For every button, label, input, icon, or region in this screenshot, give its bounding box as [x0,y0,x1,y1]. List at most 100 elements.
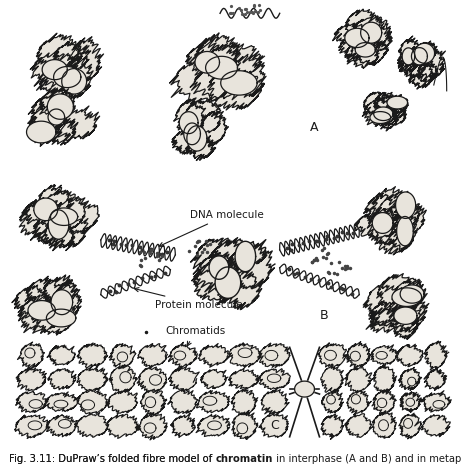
Polygon shape [44,115,78,145]
Polygon shape [192,258,241,305]
Polygon shape [232,412,258,439]
Polygon shape [30,53,79,87]
Polygon shape [355,212,403,240]
Polygon shape [77,343,108,368]
Polygon shape [375,106,399,131]
Polygon shape [366,307,419,333]
Polygon shape [231,388,258,415]
Polygon shape [18,295,65,333]
Polygon shape [238,348,252,357]
Polygon shape [33,214,67,243]
Polygon shape [355,26,392,55]
Polygon shape [399,52,427,77]
Polygon shape [372,212,393,234]
Text: Protein molecule: Protein molecule [135,287,243,310]
Polygon shape [347,390,371,415]
Polygon shape [174,98,206,136]
Polygon shape [417,61,438,83]
Polygon shape [237,423,248,434]
Polygon shape [339,34,371,59]
Polygon shape [433,401,445,408]
Polygon shape [318,343,348,368]
Polygon shape [53,42,91,74]
Polygon shape [184,123,201,144]
Polygon shape [29,400,42,408]
Polygon shape [350,351,361,361]
Polygon shape [372,389,396,415]
Polygon shape [48,210,69,239]
Polygon shape [259,412,289,438]
Polygon shape [107,391,137,414]
Polygon shape [28,301,55,320]
Polygon shape [206,56,237,79]
Polygon shape [186,37,240,76]
Polygon shape [351,394,361,404]
Polygon shape [400,285,424,303]
Polygon shape [137,412,167,440]
Polygon shape [21,198,66,226]
Polygon shape [59,56,93,99]
Polygon shape [325,350,337,360]
Polygon shape [117,352,128,362]
Polygon shape [210,239,267,270]
Polygon shape [196,391,230,413]
Polygon shape [109,365,137,393]
Polygon shape [346,342,371,368]
Polygon shape [373,364,396,393]
Polygon shape [295,381,314,397]
Polygon shape [144,423,156,433]
Polygon shape [402,48,415,65]
Polygon shape [267,374,281,382]
Text: DNA molecule: DNA molecule [159,210,264,246]
Polygon shape [378,420,388,431]
Polygon shape [399,413,421,439]
Polygon shape [16,368,46,391]
Polygon shape [67,37,104,81]
Polygon shape [43,275,78,310]
Polygon shape [375,217,415,255]
Polygon shape [46,415,77,437]
Polygon shape [215,267,241,298]
Polygon shape [170,59,235,106]
Polygon shape [77,390,108,415]
Polygon shape [15,415,48,439]
Polygon shape [361,22,382,43]
Polygon shape [327,395,335,404]
Polygon shape [149,375,161,385]
Polygon shape [138,344,167,368]
Polygon shape [199,111,228,144]
Polygon shape [406,398,414,406]
Polygon shape [377,273,425,315]
Polygon shape [424,341,449,370]
Polygon shape [209,256,229,280]
Polygon shape [32,298,76,335]
Polygon shape [400,392,421,412]
Polygon shape [34,198,58,221]
Polygon shape [417,49,445,81]
Polygon shape [345,40,380,68]
Polygon shape [171,414,195,437]
Polygon shape [221,71,257,95]
Polygon shape [203,396,217,405]
Polygon shape [193,252,241,295]
Polygon shape [51,290,73,315]
Polygon shape [47,309,76,327]
Polygon shape [219,269,263,310]
Polygon shape [59,420,71,428]
Polygon shape [201,370,228,389]
Polygon shape [259,343,290,368]
Polygon shape [388,297,421,339]
Polygon shape [179,112,198,134]
Polygon shape [376,351,387,359]
Polygon shape [109,344,136,369]
Polygon shape [195,52,219,73]
Polygon shape [362,98,398,126]
Polygon shape [137,365,167,393]
Polygon shape [12,285,53,319]
Polygon shape [387,211,418,250]
Polygon shape [387,96,408,109]
Polygon shape [81,400,95,410]
Polygon shape [265,350,278,361]
Polygon shape [377,398,387,408]
Polygon shape [376,194,421,230]
